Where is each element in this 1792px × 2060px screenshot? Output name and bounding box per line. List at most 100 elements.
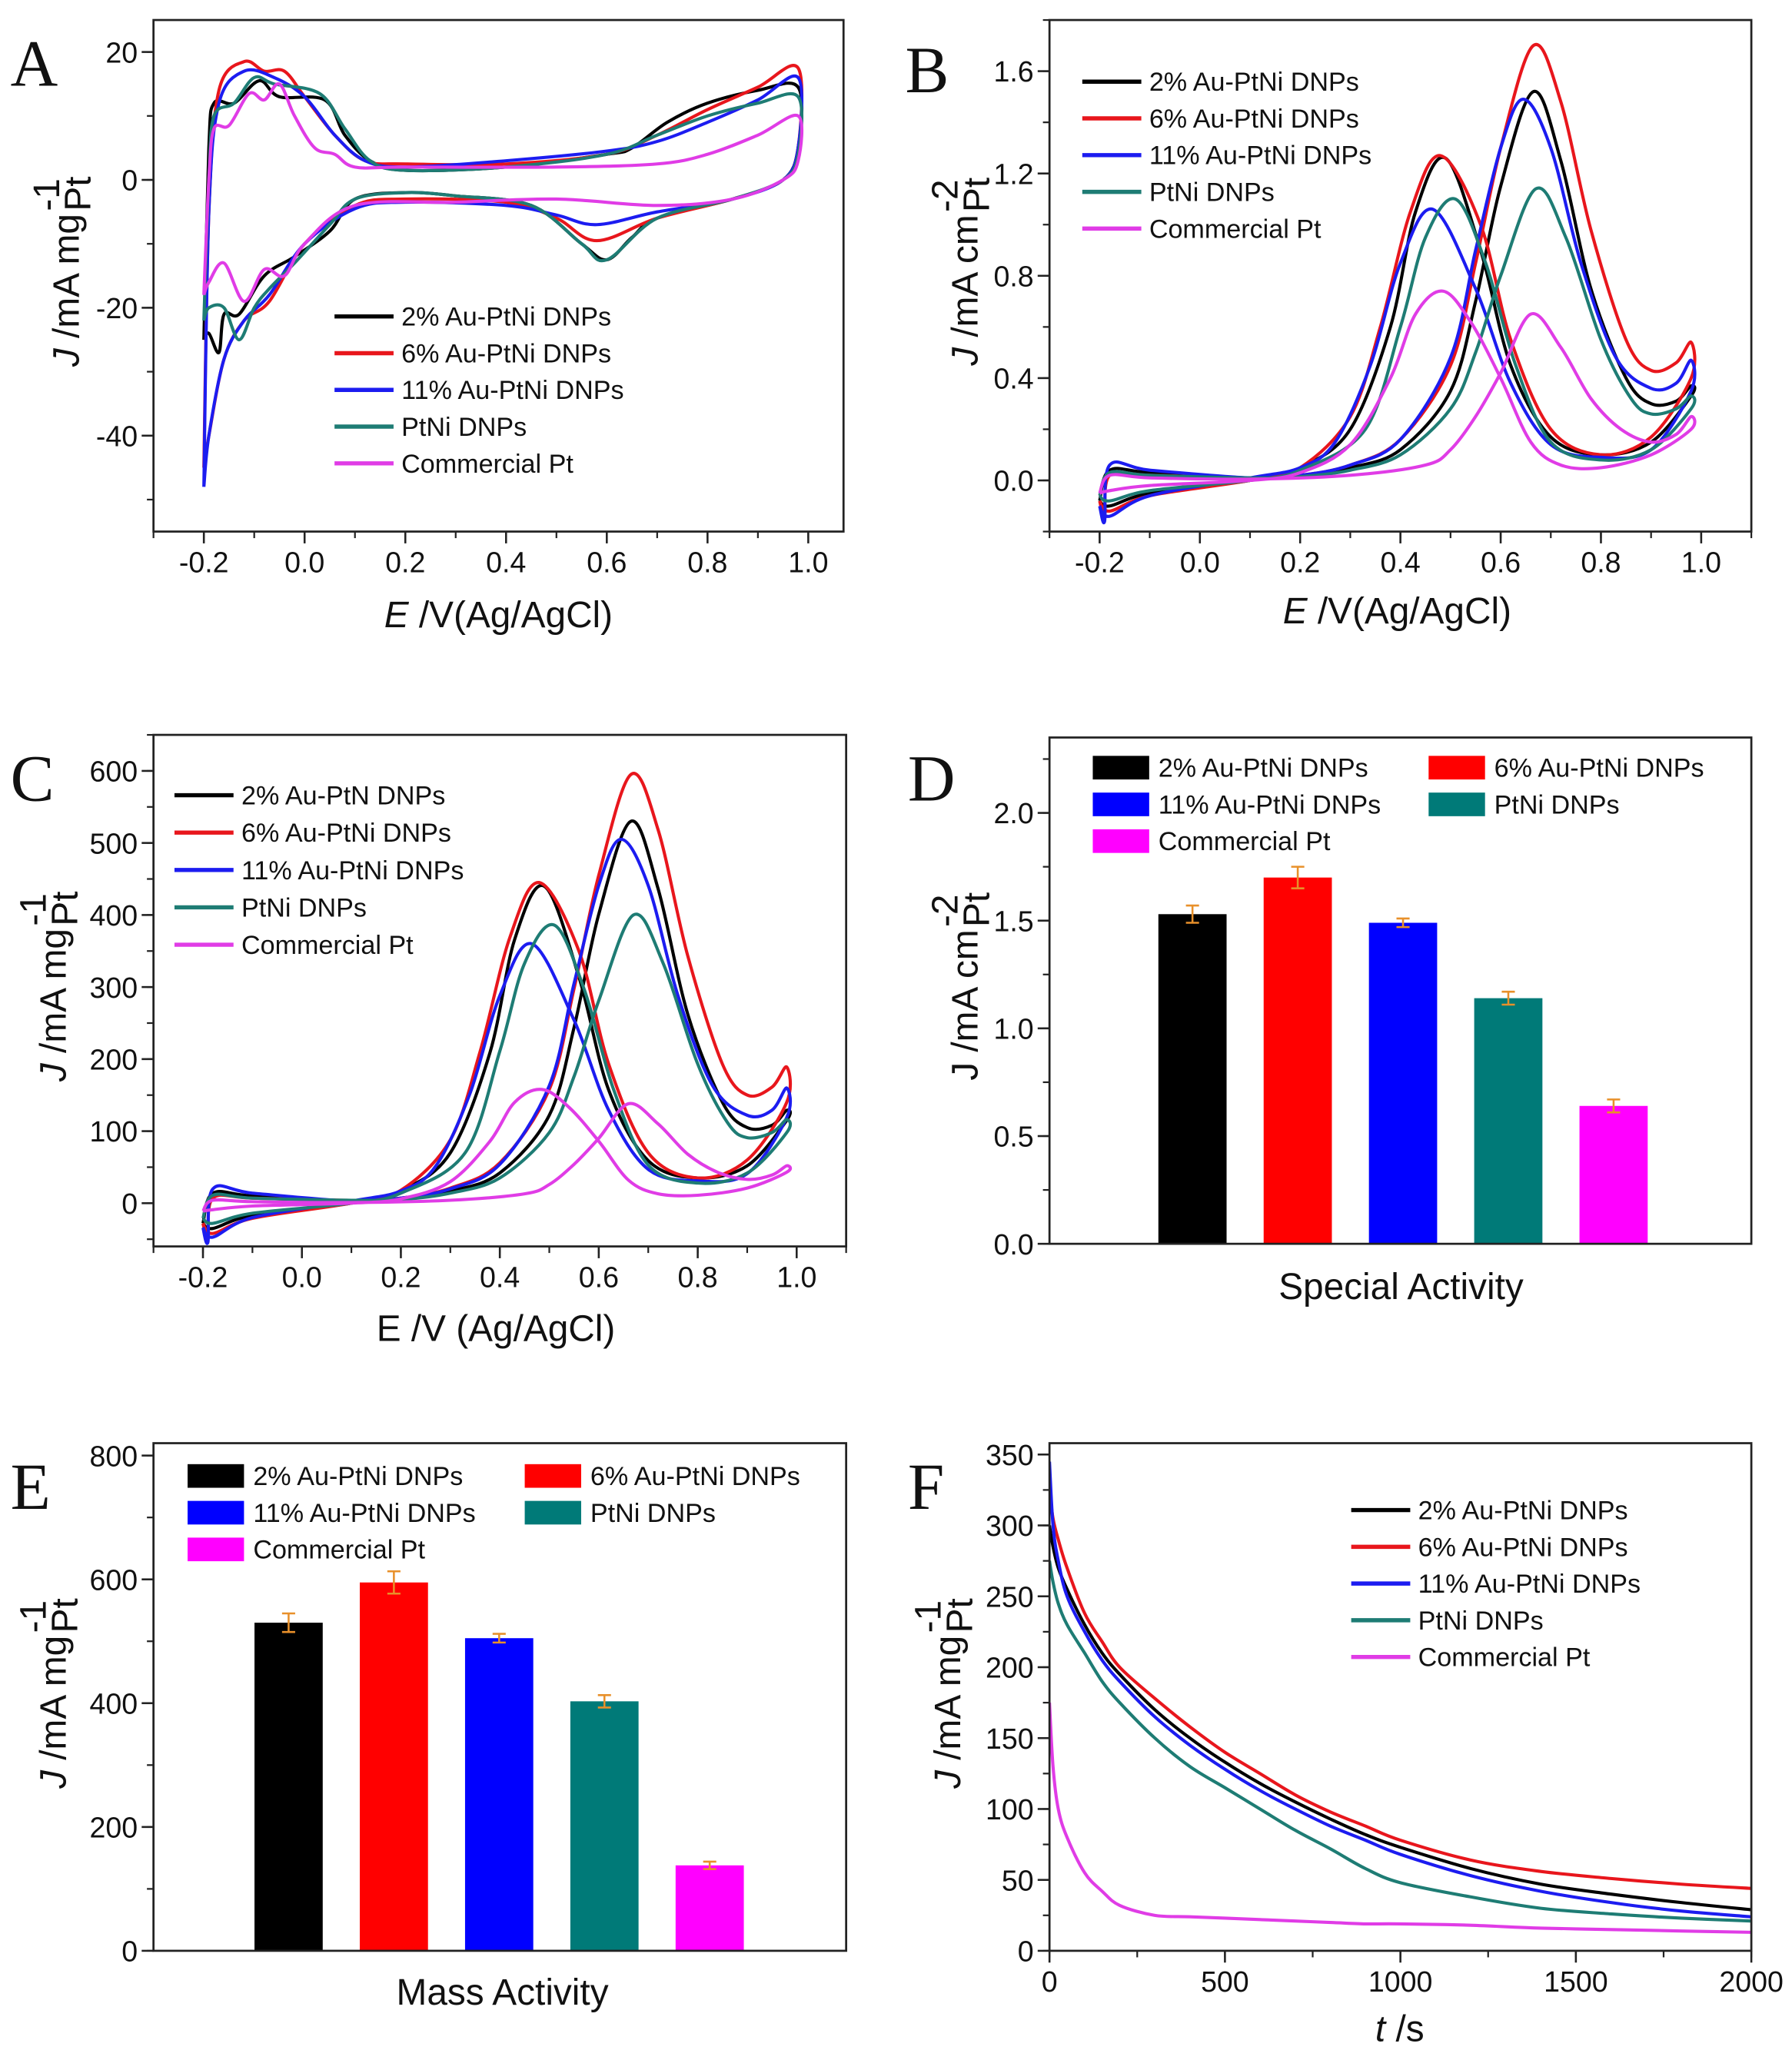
panel-label: C [11,743,55,815]
y-axis-title-group: J /mA cm-2Pt [926,178,998,367]
x-tick-label: 0.8 [687,546,727,578]
axis-symbol: t [1375,2009,1387,2050]
axis-symbol: J [928,1769,969,1789]
y-tick-label: 1.5 [993,905,1033,937]
x-tick-label: 1.0 [788,546,828,578]
panel-f: F 0 50 100 150 200 250 300 350 0 500 1000 1500 2000 2%… [908,1439,1784,2050]
x-tick-label: 2000 [1719,1965,1784,1998]
y-tick-label: 0.0 [993,465,1033,497]
panel-label: A [11,28,58,100]
series-line [201,912,793,1225]
y-axis-title: J /mA cm [945,929,986,1080]
plot-area [201,772,793,1245]
legend: 2% Au-PtN DNPs 6% Au-PtNi DNPs 11% Au-PtNi… [174,781,464,960]
x-tick-label: 0.0 [1180,546,1220,578]
y-tick-label: 20 [105,36,138,68]
bar [359,1582,428,1951]
x-tick-label: 0.4 [480,1261,520,1293]
y-axis-title-group: J /mA mg-1Pt [14,891,86,1082]
legend-label: 6% Au-PtNi DNPs [241,819,451,848]
legend-swatch [1092,792,1149,816]
series-line [1098,186,1697,503]
x-tick-label: 0.2 [385,546,425,578]
legend-label: 11% Au-PtNi DNPs [1418,1570,1641,1599]
panel-c: C 0 100 200 300 400 500 600 -0.2 0.0 0.2 0.4 0.6 0.8 1… [11,733,848,1349]
y-tick-label: 600 [90,1563,138,1596]
series-line [201,837,793,1245]
axis-symbol: E [377,1308,401,1349]
y-axis-title-group: J /mA mg-1Pt [27,176,99,367]
y-tick-label: 300 [90,972,138,1004]
y-axis-title: J /mA mg [928,1636,969,1789]
x-tick-label: 0.4 [486,546,526,578]
legend-label: 6% Au-PtNi DNPs [1149,105,1359,134]
panel-b: B 0.0 0.4 0.8 1.2 1.6 -0.2 0.0 0.2 0.4 0.6 0.8 1.0 2%… [905,18,1753,632]
x-axis-title: E /V(Ag/AgCl) [384,595,613,636]
y-tick-label: 400 [90,1687,138,1719]
axis-symbol: J [945,347,986,367]
legend-label: 2% Au-PtNi DNPs [1159,754,1368,783]
legend-label: 6% Au-PtNi DNPs [1494,754,1704,783]
legend-label: 11% Au-PtNi DNPs [241,856,464,885]
y-axis-title: J /mA mg [33,1636,74,1789]
y-tick-label: 0 [121,164,138,197]
x-tick-label: 0.4 [1381,546,1421,578]
legend: 2% Au-PtNi DNPs 6% Au-PtNi DNPs 11% Au-PtN… [1082,68,1371,244]
axis-unit: /mA mg [33,1636,74,1770]
legend-label: Commercial Pt [1149,214,1322,244]
legend: 2% Au-PtNi DNPs 6% Au-PtNi DNPs 11% Au-PtN… [1351,1497,1641,1673]
axis-unit: /s [1385,2009,1424,2050]
y-tick-label: 250 [986,1580,1034,1613]
plot-area [202,59,804,487]
y-tick-label: 0.4 [993,363,1033,395]
axis-unit: Mass Activity [397,1972,609,2013]
panel-label: E [11,1451,51,1523]
axis-unit: /mA mg [928,1636,969,1770]
y-tick-label: 150 [986,1723,1034,1755]
plot-area [1049,1461,1752,1934]
y-axis-title: J /mA mg [46,214,87,367]
x-tick-label: 1000 [1368,1965,1433,1998]
legend-label: PtNi DNPs [590,1499,716,1528]
y-tick-label: 200 [986,1652,1034,1684]
legend-label: Commercial Pt [253,1536,425,1565]
series-line [202,82,804,304]
axis-subscript: Pt [939,1598,980,1633]
x-tick-label: 0.6 [579,1261,619,1293]
legend-swatch [1428,792,1485,816]
y-axis-title: J /mA cm [945,214,986,366]
x-tick-label: 0.6 [1481,546,1521,578]
legend-label: PtNi DNPs [1418,1606,1544,1636]
plot-frame [152,1442,848,1952]
x-tick-label: 1.0 [1681,546,1721,578]
axis-unit: /mA cm [945,214,986,347]
legend-label: 2% Au-PtNi DNPs [253,1462,463,1491]
legend-label: Commercial Pt [241,931,414,960]
bar [254,1623,323,1951]
x-tick-label: 0.2 [381,1261,421,1293]
axis-symbol: J [33,1769,74,1789]
bar [570,1701,639,1951]
plot-area [254,1570,744,1951]
y-axis-title: J /mA mg [33,929,74,1082]
y-tick-label: -40 [96,420,138,452]
plot-frame [152,733,848,1248]
y-tick-label: 200 [90,1812,138,1844]
plot-frame [1048,1442,1753,1952]
legend-label: PtNi DNPs [1494,790,1620,819]
x-tick-label: 0.0 [284,546,324,578]
y-axis-title-group: J /mA mg-1Pt [14,1598,86,1789]
legend-swatch [1092,756,1149,780]
y-tick-label: 800 [90,1440,138,1472]
series-line [1049,1525,1752,1912]
x-tick-label: 1500 [1544,1965,1608,1998]
x-axis-title: t /s [1375,2009,1425,2050]
panel-label: B [905,35,949,107]
y-tick-label: 2.0 [993,797,1033,829]
legend-label: PtNi DNPs [401,413,527,442]
x-tick-label: 0.6 [587,546,627,578]
legend-label: PtNi DNPs [1149,178,1275,208]
axis-unit: /mA cm [945,929,986,1062]
bar [1158,914,1227,1244]
bar [1579,1105,1648,1244]
